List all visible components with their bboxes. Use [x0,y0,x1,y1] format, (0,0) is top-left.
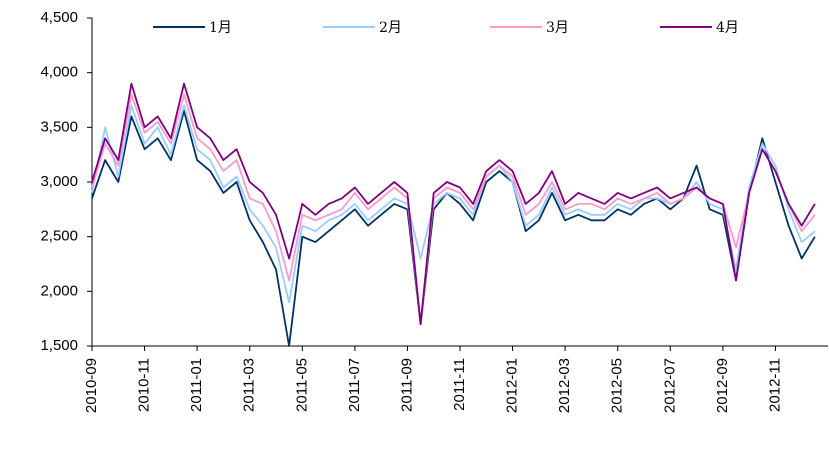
series-line [91,110,816,347]
x-tick-label: 2011-03 [241,358,258,412]
legend-label: 2月 [379,20,402,36]
x-tick-label: 2011-05 [293,358,310,412]
series-line [91,82,816,325]
x-tick-label: 2011-11 [451,358,468,411]
series-line [91,104,816,304]
x-tick-label: 2012-03 [556,358,573,413]
x-tick-label: 2012-01 [504,358,521,413]
legend-label: 1月 [209,20,232,36]
y-tick-label: 4,500 [40,9,78,26]
x-tick-label: 2010-09 [83,358,100,413]
y-tick-label: 2,500 [40,228,78,245]
y-tick-label: 1,500 [40,337,78,354]
y-tick-label: 3,000 [40,173,78,190]
x-tick-label: 2012-11 [766,358,783,412]
x-tick-label: 2012-05 [609,358,626,413]
legend-label: 3月 [546,20,569,36]
x-tick-label: 2011-01 [188,358,205,412]
y-tick-label: 4,000 [40,64,78,81]
x-tick-label: 2012-09 [714,358,731,413]
x-tick-label: 2012-07 [661,358,678,413]
x-tick-label: 2011-09 [398,358,415,412]
x-tick-label: 2011-07 [346,358,363,412]
y-tick-label: 2,000 [40,282,78,299]
x-tick-label: 2010-11 [136,358,153,412]
legend-label: 4月 [716,20,739,36]
y-tick-label: 3,500 [40,118,78,135]
